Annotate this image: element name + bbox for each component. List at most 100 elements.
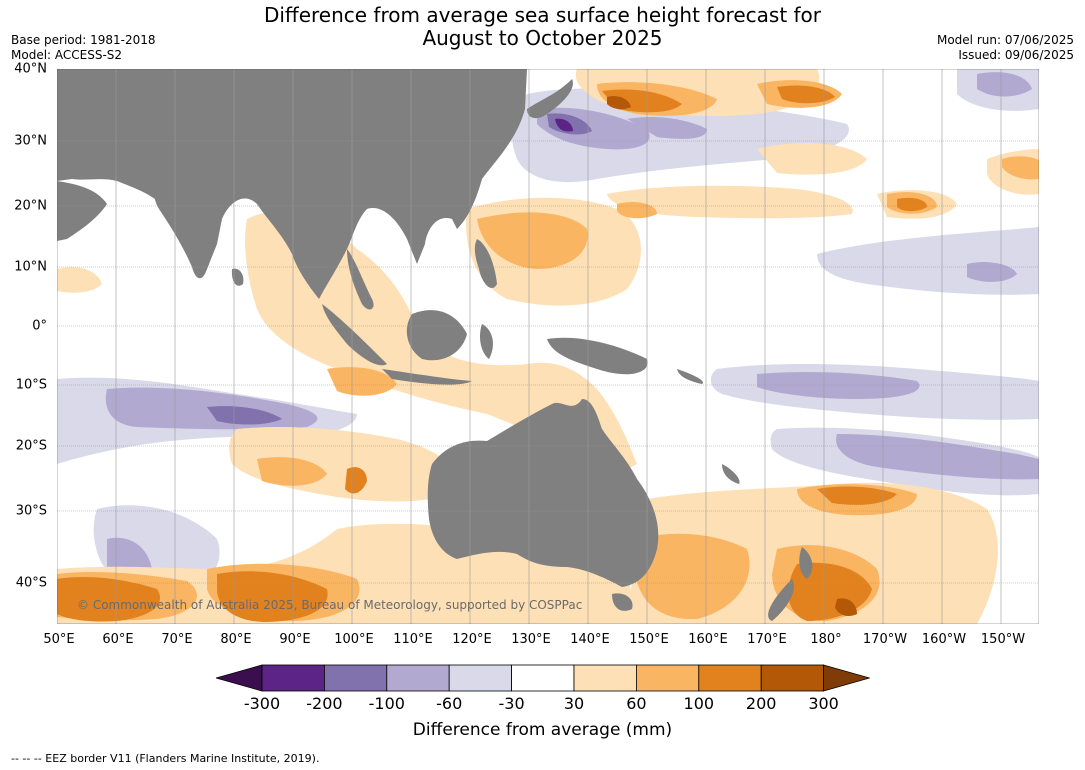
colorbar-tick-label: 100 [683, 694, 715, 713]
anomaly-region [1002, 156, 1039, 180]
base-period: Base period: 1981-2018 [11, 33, 156, 47]
colorbar-segment [698, 664, 762, 692]
title-line-1: Difference from average sea surface heig… [263, 3, 822, 27]
colorbar-segment [511, 664, 575, 692]
anomaly-region [327, 367, 397, 396]
anomaly-region [977, 72, 1032, 97]
latitude-label: 20°N [14, 198, 47, 214]
longitude-label: 180° [810, 632, 842, 647]
latitude-label: 20°S [15, 438, 47, 454]
anomaly-region [57, 267, 102, 293]
longitude-label: 90°E [279, 632, 311, 647]
colorbar-segment [386, 664, 450, 692]
colorbar-tick-label: -60 [436, 694, 463, 713]
new-zealand-south [768, 579, 795, 621]
longitude-label: 170°W [862, 632, 908, 647]
colorbar-segment [324, 664, 388, 692]
anomaly-region [817, 486, 897, 505]
longitude-label: 70°E [161, 632, 193, 647]
latitude-label: 0° [32, 318, 47, 334]
latitude-label: 10°S [15, 377, 47, 393]
colorbar-segment [760, 664, 825, 692]
new-guinea [547, 337, 648, 375]
colorbar-segment [448, 664, 512, 692]
longitude-label: 120°E [452, 632, 492, 647]
title-line-2: August to October 2025 [422, 26, 663, 50]
colorbar-tick-label: 60 [626, 694, 647, 713]
india-landmass [153, 179, 218, 279]
colorbar-label: Difference from average (mm) [412, 720, 673, 740]
sumatra [322, 304, 387, 366]
new-zealand-north [799, 547, 813, 579]
map-area: © Commonwealth of Australia 2025, Bureau… [57, 69, 1039, 624]
latitude-label: 40°N [14, 61, 47, 77]
anomaly-region [607, 185, 853, 219]
anomaly-region [57, 577, 161, 622]
colorbar-tick-label: 200 [745, 694, 777, 713]
longitude-label: 150°E [629, 632, 669, 647]
latitude-label: 30°N [14, 133, 47, 149]
colorbar-segment [573, 664, 637, 692]
anomaly-region [836, 434, 1039, 480]
anomaly-region [245, 210, 637, 474]
colorbar-tick-label: -100 [368, 694, 405, 713]
anomaly-region [257, 457, 327, 486]
longitude-label: 100°E [334, 632, 374, 647]
model-name: Model: ACCESS-S2 [11, 48, 123, 62]
longitude-label: 60°E [102, 632, 134, 647]
colorbar-extend-low [216, 664, 263, 692]
colorbar-segment [261, 664, 325, 692]
longitude-label: 170°E [747, 632, 787, 647]
peak-negative-anomaly-regions [207, 113, 592, 425]
colorbar-tick-label: 300 [808, 694, 839, 713]
colorbar-extend-high [823, 664, 870, 692]
copyright-notice: © Commonwealth of Australia 2025, Bureau… [77, 598, 582, 612]
anomaly-region [555, 118, 573, 132]
anomaly-region [635, 533, 750, 620]
arabia-landmass [57, 181, 107, 241]
anomaly-region [477, 212, 588, 269]
colorbar-segment [635, 664, 700, 692]
sri-lanka [231, 268, 244, 286]
chart-title: Difference from average sea surface heig… [0, 4, 1085, 50]
latitude-label: 30°S [15, 503, 47, 519]
longitude-label: 160°W [921, 632, 967, 647]
longitude-label: 140°E [570, 632, 610, 647]
colorbar-tick-label: -30 [498, 694, 525, 713]
borneo [406, 310, 467, 361]
longitude-label: 160°E [688, 632, 728, 647]
longitude-label: 130°E [511, 632, 551, 647]
anomaly-region [217, 571, 328, 622]
anomaly-region [777, 85, 835, 104]
anomaly-region [345, 467, 367, 494]
japan [527, 79, 573, 119]
longitude-label: 50°E [43, 632, 75, 647]
tasmania [612, 593, 633, 611]
sulawesi [479, 324, 493, 359]
malay-peninsula [347, 249, 374, 310]
longitude-label: 150°W [980, 632, 1026, 647]
issued-date: Issued: 09/06/2025 [958, 48, 1074, 62]
gridlines [57, 69, 1039, 624]
anomaly-region [757, 143, 867, 175]
colorbar [216, 664, 870, 692]
colorbar-tick-label: -300 [243, 694, 281, 713]
strong-positive-anomaly-regions [57, 85, 927, 622]
latitude-label: 40°S [15, 575, 47, 591]
solomon-islands [677, 369, 703, 384]
anomaly-region [757, 371, 920, 399]
model-run: Model run: 07/06/2025 [936, 33, 1074, 47]
anomaly-region [607, 96, 631, 110]
colorbar-tick-label: 30 [563, 694, 585, 713]
anomaly-region [902, 559, 972, 592]
anomaly-region [835, 598, 857, 617]
latitude-label: 10°N [14, 259, 47, 275]
new-caledonia [722, 464, 740, 484]
anomaly-region [897, 197, 927, 212]
java [382, 369, 472, 385]
longitude-label: 110°E [393, 632, 433, 647]
meta-right: Model run: 07/06/2025 Issued: 09/06/2025 [937, 33, 1074, 63]
philippines [474, 239, 497, 289]
colorbar-tick-label: -200 [306, 694, 343, 713]
eez-footnote: -- -- -- EEZ border V11 (Flanders Marine… [11, 752, 320, 765]
